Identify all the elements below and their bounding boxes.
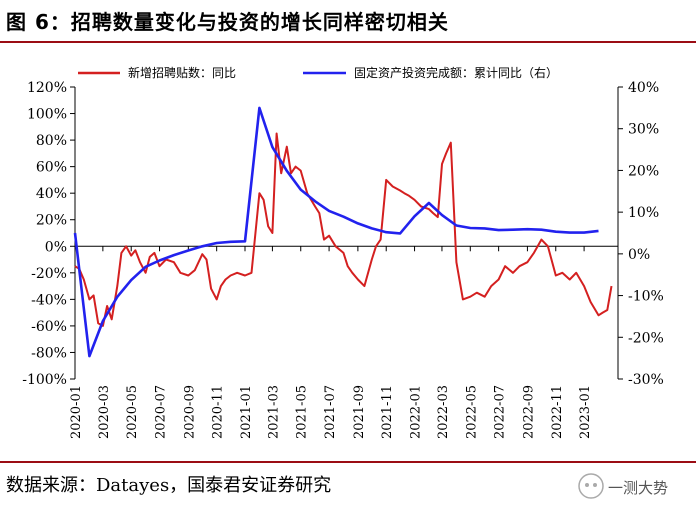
x-tick-label: 2020-11 (211, 385, 226, 439)
left-tick-label: 100% (27, 107, 67, 123)
right-tick-label: 0% (628, 247, 650, 263)
x-tick-label: 2020-03 (97, 385, 112, 439)
x-tick-label: 2022-05 (464, 385, 479, 439)
x-tick-label: 2020-09 (182, 385, 197, 439)
right-tick-label: 30% (628, 122, 659, 138)
series-line-recruitment (74, 132, 613, 327)
watermark: 一测大势 (578, 471, 690, 505)
series-line-investment (73, 106, 599, 358)
title-bar: 图 6：招聘数量变化与投资的增长同样密切相关 (0, 0, 696, 40)
x-tick-label: 2022-01 (409, 385, 424, 439)
x-tick-label: 2022-09 (521, 385, 536, 439)
source-note: 数据来源：Datayes，国泰君安证券研究 (6, 475, 332, 496)
legend-investment-label: 固定资产投资完成额：累计同比（右） (354, 65, 558, 80)
left-tick-label: -60% (31, 319, 67, 335)
x-tick-label: 2021-01 (239, 385, 254, 439)
x-tick-label: 2021-07 (323, 385, 338, 439)
right-tick-label: -10% (628, 289, 664, 305)
figure-title: 图 6：招聘数量变化与投资的增长同样密切相关 (6, 10, 449, 34)
line-chart: -100% -80% -60% -40% -20% 0% 20% 40% 60% 80% 100% 1… (22, 65, 664, 439)
x-tick-label: 2021-11 (380, 385, 395, 439)
x-tick-label: 2020-07 (154, 385, 169, 439)
right-tick-label: -20% (628, 330, 664, 346)
footer-rule (0, 461, 696, 463)
left-tick-label: 20% (36, 213, 67, 229)
x-tick-label: 2020-05 (125, 385, 140, 439)
x-tick-label: 2023-01 (578, 385, 593, 439)
legend-recruitment-label: 新增招聘贴数：同比 (128, 65, 236, 80)
right-tick-label: 40% (628, 80, 659, 96)
left-tick-label: -40% (31, 292, 67, 308)
x-tick-label: 2021-03 (266, 385, 281, 439)
left-tick-label: 40% (36, 186, 67, 202)
x-tick-label: 2021-05 (295, 385, 310, 439)
x-tick-label: 2021-09 (352, 385, 367, 439)
left-tick-label: -80% (31, 345, 67, 361)
left-tick-label: -20% (31, 266, 67, 282)
right-tick-label: -30% (628, 372, 664, 388)
left-tick-label: 120% (27, 80, 67, 96)
title-rule (0, 41, 696, 43)
watermark-text: 一测大势 (608, 479, 669, 497)
left-tick-label: 80% (36, 133, 67, 149)
left-tick-label: 0% (45, 239, 67, 255)
x-tick-label: 2022-11 (550, 385, 565, 439)
right-tick-label: 10% (628, 205, 659, 221)
x-tick-label: 2022-03 (436, 385, 451, 439)
left-tick-label: 60% (36, 160, 67, 176)
x-tick-label: 2022-07 (493, 385, 508, 439)
left-tick-label: -100% (22, 372, 67, 388)
x-tick-label: 2020-01 (69, 385, 84, 439)
right-tick-label: 20% (628, 163, 659, 179)
wechat-logo-icon (578, 473, 604, 499)
